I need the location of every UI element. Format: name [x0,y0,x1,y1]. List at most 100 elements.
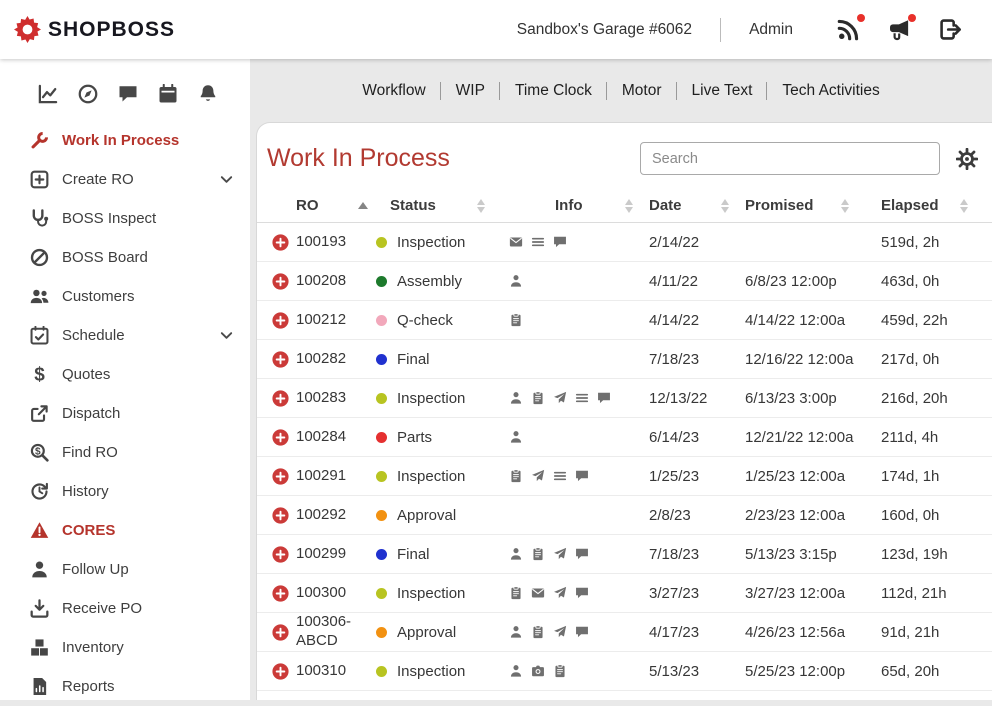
table-row[interactable]: 100299 Final 7/18/23 5/13/23 3:15p 123d, 19h [257,535,992,574]
envelope-icon[interactable] [531,586,545,600]
expand-row-icon[interactable] [272,311,289,329]
top-nav-live-text[interactable]: Live Text [675,81,752,100]
column-header-promised[interactable]: Promised [745,189,881,222]
sidebar-item-history[interactable]: History [0,472,250,511]
send-icon[interactable] [553,625,567,639]
sidebar-item-dispatch[interactable]: Dispatch [0,394,250,433]
live-feed-icon[interactable] [837,14,865,41]
top-nav-time-clock[interactable]: Time Clock [498,81,592,100]
clipboard-icon[interactable] [553,664,567,678]
column-header-status[interactable]: Status [376,189,509,222]
expand-row-icon[interactable] [272,233,289,251]
calendar-icon[interactable] [158,84,178,104]
table-row[interactable]: 100284 Parts 6/14/23 12/21/22 12:00a 211d, 4… [257,418,992,457]
comment-icon[interactable] [553,235,567,249]
send-icon[interactable] [531,469,545,483]
technician-icon[interactable] [509,664,523,678]
envelope-icon[interactable] [509,235,523,249]
comment-icon[interactable] [575,547,589,561]
status-cell: Final [376,546,509,563]
expand-row-icon[interactable] [272,467,289,485]
column-header-info[interactable]: Info [509,189,649,222]
technician-icon[interactable] [509,430,523,444]
technician-icon[interactable] [509,274,523,288]
camera-icon[interactable] [531,664,545,678]
expand-row-icon[interactable] [272,584,289,602]
status-dot [376,353,387,365]
sidebar-item-find-ro[interactable]: $ Find RO [0,433,250,472]
sidebar-item-inventory[interactable]: Inventory [0,628,250,667]
table-row[interactable]: 100282 Final 7/18/23 12/16/22 12:00a 217d, 0… [257,340,992,379]
sidebar-item-create-ro[interactable]: Create RO [0,160,250,199]
technician-icon[interactable] [509,625,523,639]
send-icon[interactable] [553,547,567,561]
list-icon[interactable] [553,469,567,483]
sidebar-item-reports[interactable]: Reports [0,667,250,706]
column-header-ro[interactable]: RO [296,189,376,222]
sidebar-item-boss-inspect[interactable]: BOSS Inspect [0,199,250,238]
search-input[interactable] [640,142,940,175]
send-icon[interactable] [553,391,567,405]
clipboard-icon[interactable] [509,469,523,483]
bell-icon[interactable] [198,84,218,104]
date-cell: 4/11/22 [649,272,698,290]
top-nav-motor[interactable]: Motor [605,81,662,100]
send-icon[interactable] [553,586,567,600]
technician-icon[interactable] [509,547,523,561]
comment-icon[interactable] [575,469,589,483]
announcements-icon[interactable] [888,14,916,41]
technician-icon[interactable] [509,391,523,405]
table-row[interactable]: 100306-ABCD Approval 4/17/23 4/26/23 12:56a… [257,613,992,652]
expand-row-icon[interactable] [272,623,289,641]
dashboard-icon[interactable] [78,84,98,104]
table-row[interactable]: 100310 Inspection 5/13/23 5/25/23 12:00p 65d… [257,652,992,691]
expand-row-icon[interactable] [272,506,289,524]
table-row[interactable]: 100208 Assembly 4/11/22 6/8/23 12:00p 463d, … [257,262,992,301]
activity-chart-icon[interactable] [38,84,58,104]
expand-row-icon[interactable] [272,272,289,290]
table-row[interactable]: 100283 Inspection 12/13/22 6/13/23 3:00p 216… [257,379,992,418]
clipboard-icon[interactable] [531,625,545,639]
column-header-date[interactable]: Date [649,189,745,222]
comment-icon[interactable] [575,625,589,639]
expand-row-icon[interactable] [272,662,289,680]
ro-number: 100193 [296,232,347,250]
expand-row-icon[interactable] [272,545,289,563]
table-row[interactable]: 100292 Approval 2/8/23 2/23/23 12:00a 160d, … [257,496,992,535]
list-icon[interactable] [575,391,589,405]
sidebar-item-schedule[interactable]: Schedule [0,316,250,355]
comment-icon[interactable] [597,391,611,405]
chevron-down-icon[interactable] [219,172,234,187]
chevron-down-icon[interactable] [219,328,234,343]
clipboard-icon[interactable] [509,313,523,327]
top-nav-workflow[interactable]: Workflow [362,81,426,99]
list-icon[interactable] [531,235,545,249]
shopboss-logo[interactable]: SHOPBOSS [14,16,175,43]
sidebar-item-quotes[interactable]: $ Quotes [0,355,250,394]
expand-row-icon[interactable] [272,350,289,368]
sidebar-item-receive-po[interactable]: Receive PO [0,589,250,628]
settings-gear-icon[interactable] [956,147,978,170]
table-row[interactable]: 100193 Inspection 2/14/22 519d, 2h [257,223,992,262]
sidebar-item-cores[interactable]: CORES [0,511,250,550]
sidebar-item-boss-board[interactable]: BOSS Board [0,238,250,277]
top-nav-tech-activities[interactable]: Tech Activities [766,81,880,100]
clipboard-icon[interactable] [531,391,545,405]
logout-icon[interactable] [939,18,962,41]
comment-icon[interactable] [575,586,589,600]
chat-icon[interactable] [118,84,138,104]
clipboard-icon[interactable] [509,586,523,600]
top-nav-wip[interactable]: WIP [439,81,485,100]
expand-row-icon[interactable] [272,389,289,407]
table-row[interactable]: 100300 Inspection 3/27/23 3/27/23 12:00a 112… [257,574,992,613]
sidebar-item-customers[interactable]: Customers [0,277,250,316]
sidebar-item-follow-up[interactable]: Follow Up [0,550,250,589]
expand-row-icon[interactable] [272,428,289,446]
sidebar-item-work-in-process[interactable]: Work In Process [0,121,250,160]
table-row[interactable]: 100212 Q-check 4/14/22 4/14/22 12:00a 459d, … [257,301,992,340]
table-row[interactable]: 100291 Inspection 1/25/23 1/25/23 12:00a 174… [257,457,992,496]
column-header-elapsed[interactable]: Elapsed [881,189,992,222]
clipboard-icon[interactable] [531,547,545,561]
ro-number: 100212 [296,310,347,328]
admin-link[interactable]: Admin [749,20,793,38]
